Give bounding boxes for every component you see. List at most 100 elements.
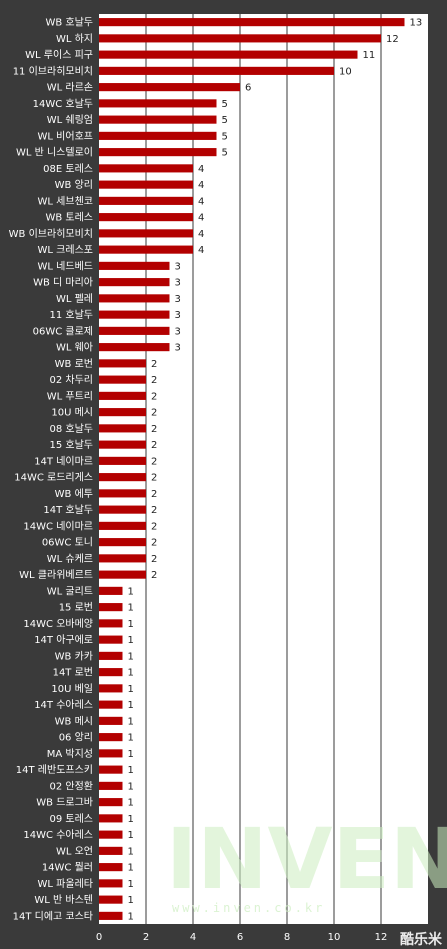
bar [99,34,381,43]
bar [99,164,193,173]
category-label: WL 루이스 피구 [25,49,93,61]
bar [99,684,123,693]
category-label: WL 하지 [56,32,93,45]
bar [99,603,123,612]
value-label: 1 [128,733,134,744]
bar [99,538,146,547]
x-tick-label: 4 [190,932,196,943]
category-label: WL 펠레 [56,293,93,305]
category-label: 14T 로번 [53,667,93,679]
category-label: WB 카카 [55,650,93,662]
bar [99,343,170,352]
bar [99,814,123,823]
bar [99,911,123,920]
bar [99,554,146,563]
value-labels: 1312111065555444444333333222222222222221… [128,18,423,923]
value-label: 2 [151,473,157,484]
category-label: 11 호날두 [49,309,93,321]
category-label: WL 웨아 [56,342,93,354]
category-label: WL 라르손 [47,82,93,94]
watermark-brand: INVEN [166,810,447,908]
bar [99,473,146,482]
bar [99,879,123,888]
bar [99,798,123,807]
value-label: 2 [151,408,157,419]
value-label: 3 [175,278,181,289]
watermark-corner-text: 酷乐米 [400,931,443,948]
bar [99,765,123,774]
category-label: WL 쉐링엄 [47,114,93,126]
bar [99,50,358,59]
category-label: WB 에투 [55,488,93,500]
bar [99,586,123,595]
value-label: 2 [151,489,157,500]
value-label: 2 [151,359,157,370]
category-label: 02 안정환 [49,780,93,792]
category-label: 14T 수아레스 [34,699,93,711]
value-label: 11 [363,50,376,61]
value-label: 2 [151,424,157,435]
category-label: 14WC 호날두 [33,98,93,110]
x-tick-label: 8 [284,932,290,943]
value-label: 1 [128,716,134,727]
bar [99,424,146,433]
value-label: 2 [151,570,157,581]
category-label: 08E 토레스 [43,163,93,175]
value-label: 2 [151,505,157,516]
bar [99,830,123,839]
bar [99,700,123,709]
value-label: 3 [175,343,181,354]
category-label: 10U 베일 [51,683,93,695]
category-label: 06WC 토니 [42,537,93,549]
bar [99,131,217,140]
value-label: 1 [128,765,134,776]
category-label: WB 토레스 [45,212,93,224]
value-label: 4 [198,164,204,175]
category-label: WL 네드베드 [38,260,93,272]
category-label: WL 파올레타 [38,878,93,890]
category-label: WB 메시 [55,715,93,727]
bar [99,99,217,108]
category-label: 14T 호날두 [43,504,93,516]
category-label: 08 호날두 [49,423,93,435]
bar [99,66,334,75]
bar [99,213,193,222]
category-label: WL 굴리트 [47,585,93,597]
category-label: WL 세브첸코 [38,195,93,207]
bar [99,570,146,579]
bar [99,278,170,287]
bar [99,863,123,872]
value-label: 1 [128,603,134,614]
value-label: 5 [222,115,228,126]
x-tick-label: 6 [237,932,243,943]
category-label: 14T 디에고 코스타 [13,910,93,922]
value-label: 10 [339,66,352,77]
category-label: 14WC 뭘러 [42,862,93,874]
bar [99,668,123,677]
bar [99,310,170,319]
value-label: 1 [128,684,134,695]
bars [99,18,405,920]
bar [99,635,123,644]
value-label: 5 [222,99,228,110]
category-label: 06 앙리 [59,732,93,744]
value-label: 4 [198,229,204,240]
value-label: 1 [128,668,134,679]
value-label: 1 [128,651,134,662]
value-label: 6 [245,83,251,94]
category-label: 14T 네이마르 [34,455,93,467]
bar [99,391,146,400]
category-label: 02 차두리 [49,374,93,386]
bar [99,456,146,465]
bar [99,505,146,514]
value-label: 4 [198,196,204,207]
bar [99,716,123,725]
category-label: 14T 아구에로 [34,634,93,646]
category-label: 14WC 오바메양 [23,618,93,630]
bar [99,18,405,27]
category-label: 14WC 수아레스 [23,829,93,841]
value-label: 2 [151,554,157,565]
value-label: 1 [128,635,134,646]
bar [99,733,123,742]
